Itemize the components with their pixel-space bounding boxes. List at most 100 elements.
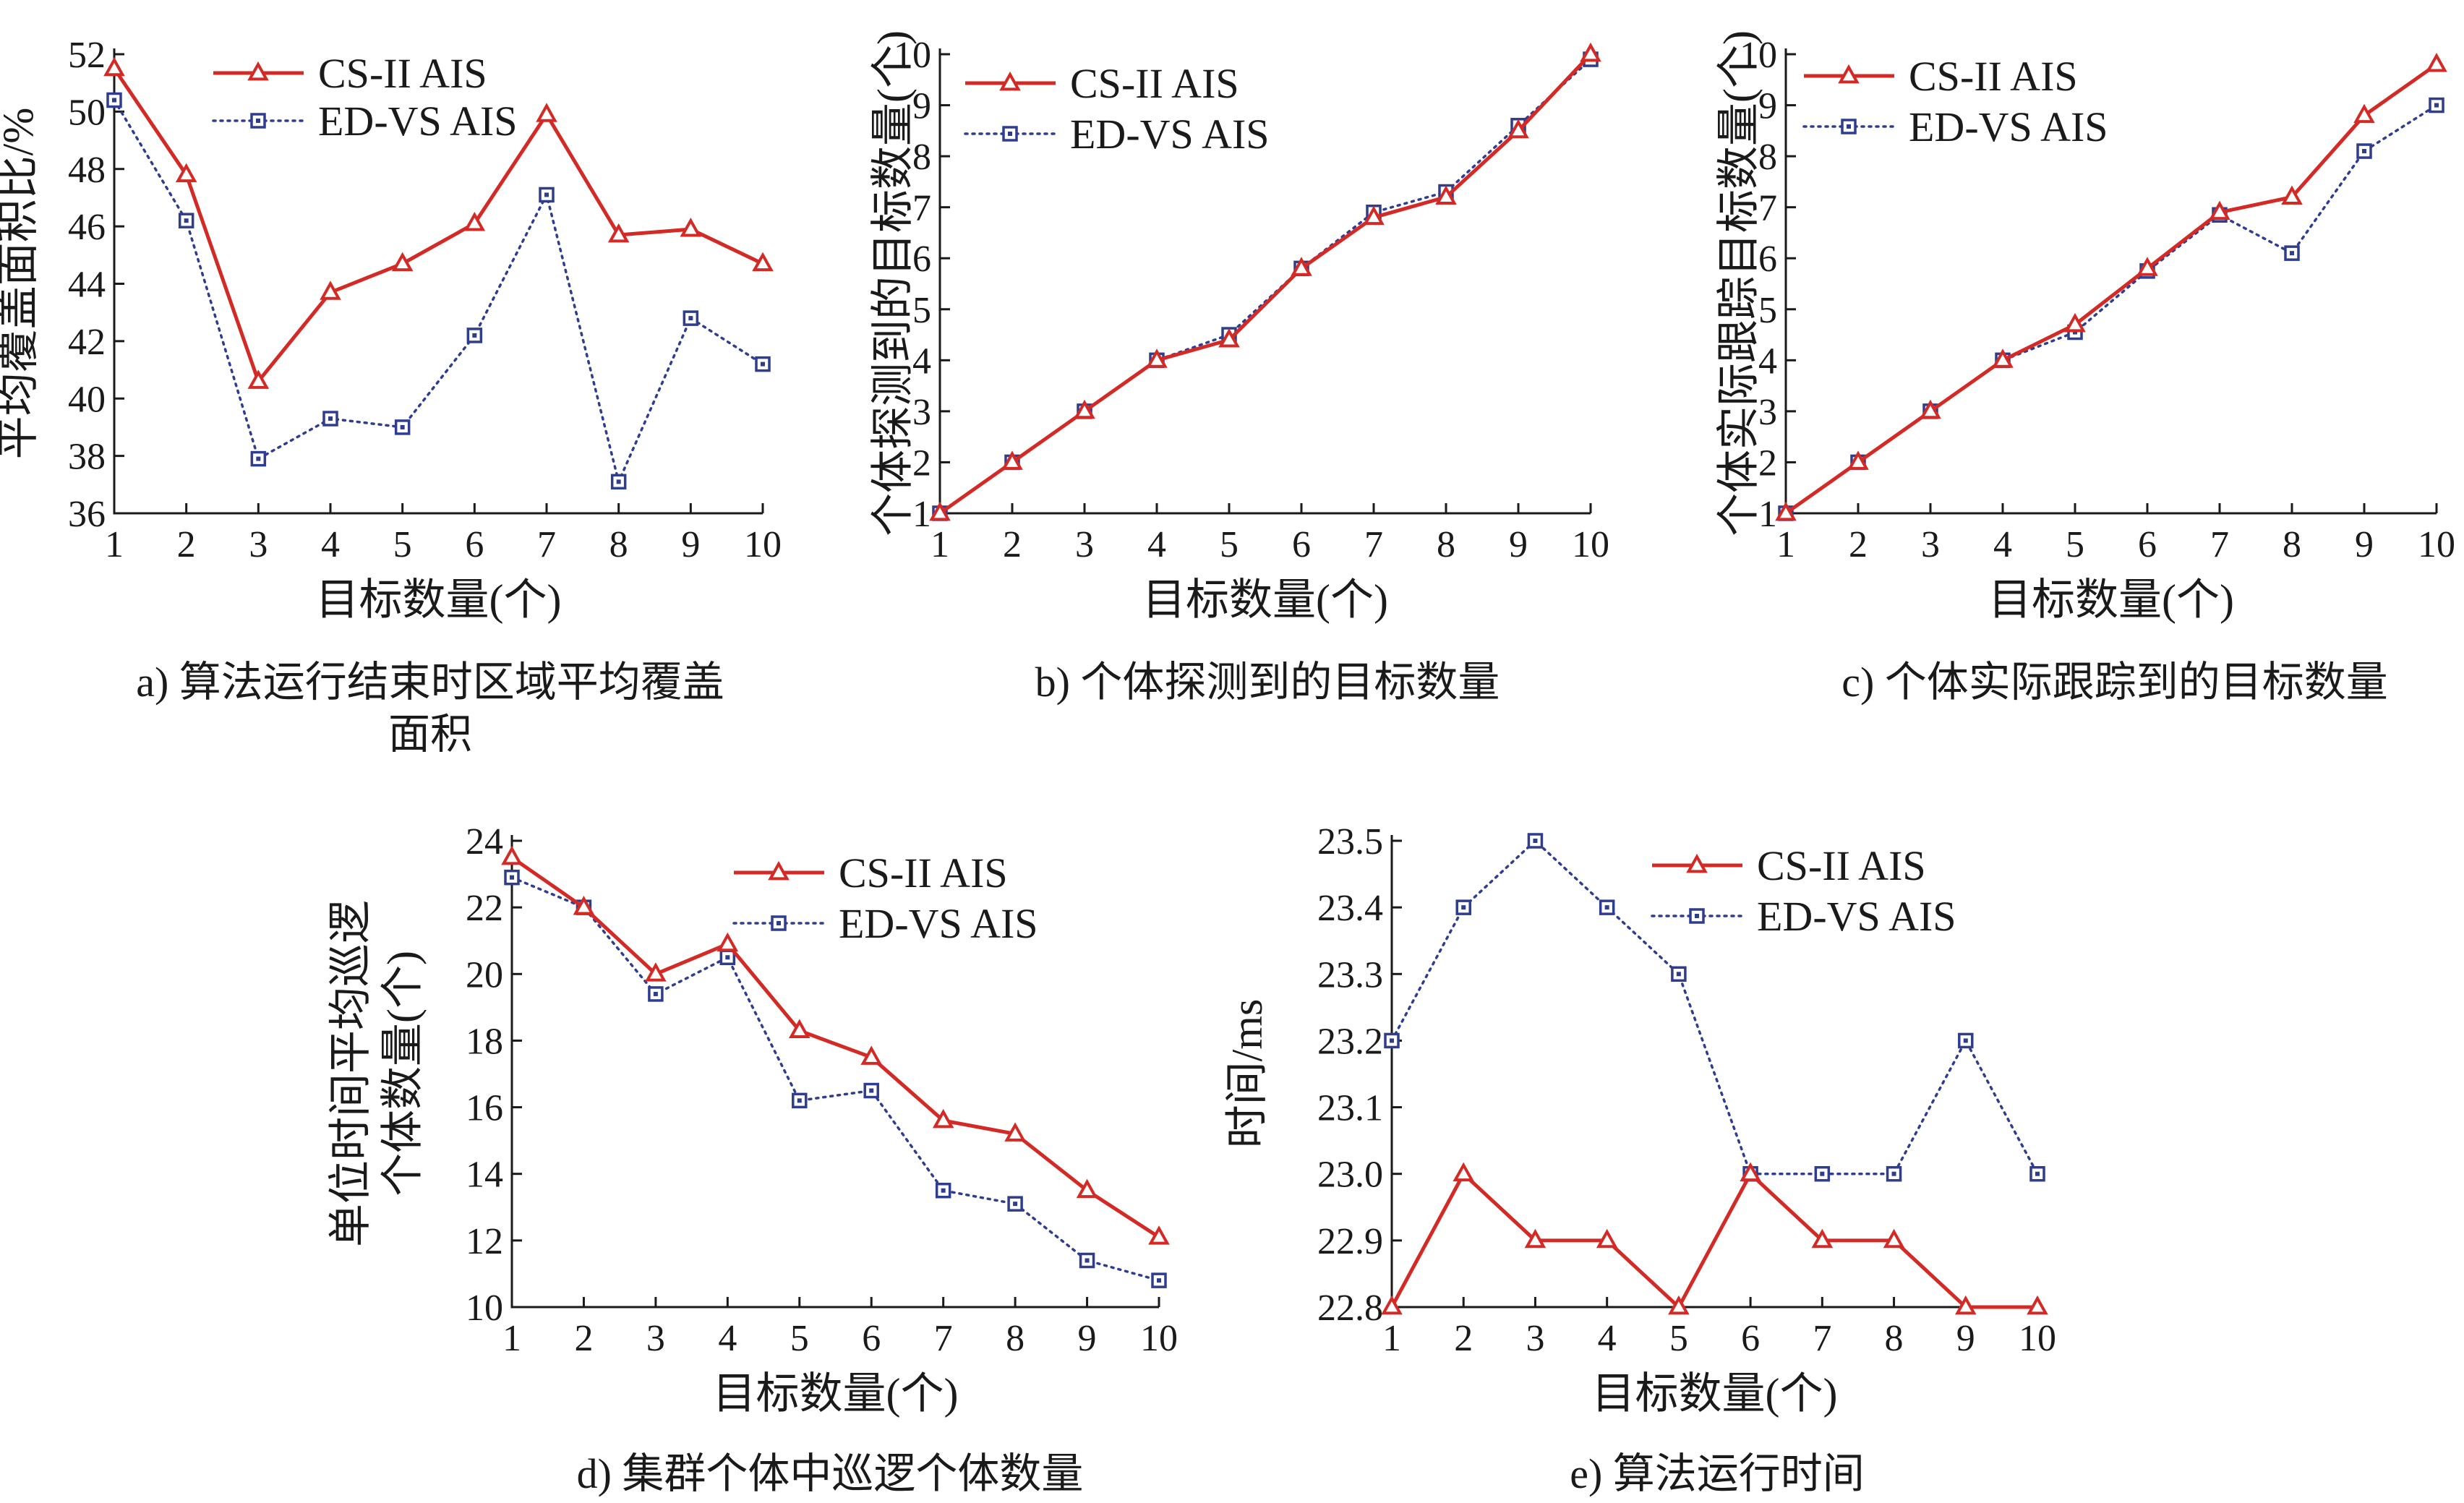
data-point-cs-ii-ais [536,103,557,122]
x-tick-label: 8 [2283,524,2301,565]
data-point-ed-vs-ais-core [1963,1038,1968,1043]
x-axis-label: 目标数量(个) [1988,576,2234,624]
x-tick-label: 10 [744,524,782,565]
data-point-cs-ii-ais [1811,1228,1834,1249]
caption-line-2: 面积 [388,711,472,758]
series-line-cs-ii-ais [112,67,765,385]
data-point-cs-ii-ais [1453,1162,1475,1182]
chart-caption: a) 算法运行结束时区域平均覆盖面积 [136,659,724,758]
y-tick-label: 23.5 [1317,821,1383,862]
x-tick-label: 7 [1813,1318,1831,1359]
x-tick-label: 9 [1956,1318,1975,1359]
legend-label-cs-ii-ais: CS-II AIS [1070,60,1239,107]
data-point-cs-ii-ais [1074,399,1095,419]
data-point-cs-ii-ais [752,252,774,272]
data-point-cs-ii-ais [1596,1228,1618,1249]
y-axis-label: 个体探测到的目标数量(个) [869,30,917,536]
data-point-cs-ii-ais [2353,103,2375,124]
x-tick-label: 8 [1437,524,1455,565]
x-tick-label: 6 [465,524,484,565]
x-tick-label: 2 [177,524,196,565]
x-tick-label: 1 [105,524,124,565]
data-point-cs-ii-ais [1740,1162,1761,1182]
x-tick-label: 1 [1382,1318,1401,1359]
x-tick-label: 9 [2355,524,2374,565]
y-axis-label: 个体实际跟踪目标数量(个) [1715,30,1763,536]
y-tick-label: 44 [68,265,106,306]
x-tick-label: 3 [249,524,268,565]
data-point-cs-ii-ais [247,369,270,389]
data-point-cs-ii-ais [1883,1228,1905,1249]
legend-label-cs-ii-ais: CS-II AIS [839,849,1008,896]
data-point-cs-ii-ais [1954,1295,1977,1315]
y-tick-label: 16 [466,1088,503,1129]
data-point-cs-ii-ais [175,163,197,183]
x-axis-label: 目标数量(个) [713,1370,959,1418]
y-tick-label: 2 [912,442,931,484]
caption-line-1: a) 算法运行结束时区域平均覆盖 [136,659,724,706]
y-axis-label-line: 单位时间平均巡逻 [327,900,375,1247]
chart-d: 1 2 3 4 5 6 7 8 9 101012141618202224目标数量(个)单位时间平均… [327,821,1178,1497]
y-tick-label: 42 [68,322,106,363]
data-point-cs-ii-ais [1363,205,1385,226]
data-point-ed-vs-ais-core [761,361,765,367]
legend-label-ed-vs-ais: ED-VS AIS [839,900,1038,947]
chart-caption: d) 集群个体中巡逻个体数量 [577,1450,1084,1497]
x-tick-label: 6 [1292,524,1311,565]
series-line-cs-ii-ais [1390,1170,2040,1311]
data-point-ed-vs-ais-core [184,218,189,223]
x-tick-label: 3 [1075,524,1094,565]
y-tick-label: 22.8 [1317,1288,1383,1329]
data-point-ed-vs-ais-core [1533,839,1538,843]
chart-caption: e) 算法运行时间 [1570,1450,1865,1497]
y-tick-label: 3 [912,392,931,433]
y-tick-label: 2 [1758,442,1777,484]
data-point-cs-ii-ais [716,932,739,952]
series-line-cs-ii-ais [510,855,1161,1239]
y-tick-label: 4 [1758,341,1777,382]
x-tick-label: 6 [1741,1318,1760,1359]
y-tick-label: 7 [912,188,931,229]
x-tick-label: 3 [1526,1318,1544,1359]
data-point-cs-ii-ais [1668,1295,1690,1315]
data-point-cs-ii-ais [103,56,125,77]
data-point-ed-vs-ais-core [2434,103,2439,108]
data-point-cs-ii-ais [1524,1228,1547,1249]
x-tick-label: 8 [609,524,628,565]
series-line-ed-vs-ais [113,98,764,486]
data-point-ed-vs-ais-core [510,875,514,880]
data-point-cs-ii-ais [1992,348,2014,368]
data-point-cs-ii-ais [1847,450,1869,470]
x-tick-label: 6 [862,1318,881,1359]
data-point-cs-ii-ais [2426,53,2447,72]
data-point-cs-ii-ais [2027,1295,2048,1315]
data-point-cs-ii-ais [501,845,523,865]
data-point-cs-ii-ais [391,252,414,272]
data-point-ed-vs-ais-core [1013,1202,1018,1207]
x-tick-label: 8 [1885,1318,1904,1359]
x-tick-label: 7 [537,524,556,565]
y-tick-label: 14 [466,1155,503,1196]
x-tick-label: 9 [1509,524,1528,565]
x-tick-label: 7 [2210,524,2229,565]
y-tick-label: 1 [912,494,931,535]
data-point-cs-ii-ais [680,217,702,237]
legend-label-ed-vs-ais: ED-VS AIS [1757,893,1956,940]
x-tick-label: 5 [393,524,412,565]
y-tick-label: 38 [68,437,106,478]
legend-marker-cs-ii-ais [768,860,790,881]
chart-b: 1 2 3 4 5 6 7 8 9 1012345678910目标数量(个)个体探测到的目标数量(… [869,30,1609,706]
y-tick-label: 3 [1758,392,1777,433]
x-tick-label: 2 [1849,524,1868,565]
y-tick-label: 12 [466,1221,503,1262]
data-point-cs-ii-ais [1076,1178,1098,1199]
data-point-cs-ii-ais [1004,1122,1026,1142]
data-point-ed-vs-ais-core [400,424,405,429]
series-line-ed-vs-ais [1390,839,2039,1176]
data-point-cs-ii-ais [573,896,595,915]
x-tick-label: 10 [2019,1318,2056,1359]
x-tick-label: 2 [1454,1318,1473,1359]
data-point-ed-vs-ais-core [1891,1171,1896,1176]
y-tick-label: 23.0 [1317,1155,1383,1196]
